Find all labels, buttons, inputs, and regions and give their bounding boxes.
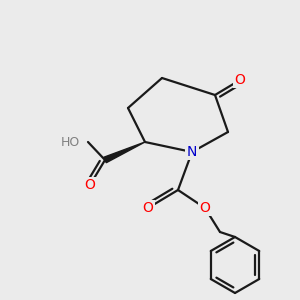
Text: O: O xyxy=(200,201,210,215)
Polygon shape xyxy=(104,142,145,163)
Text: O: O xyxy=(85,178,95,192)
Text: O: O xyxy=(235,73,245,87)
Text: HO: HO xyxy=(61,136,80,148)
Text: N: N xyxy=(187,145,197,159)
Text: O: O xyxy=(142,201,153,215)
